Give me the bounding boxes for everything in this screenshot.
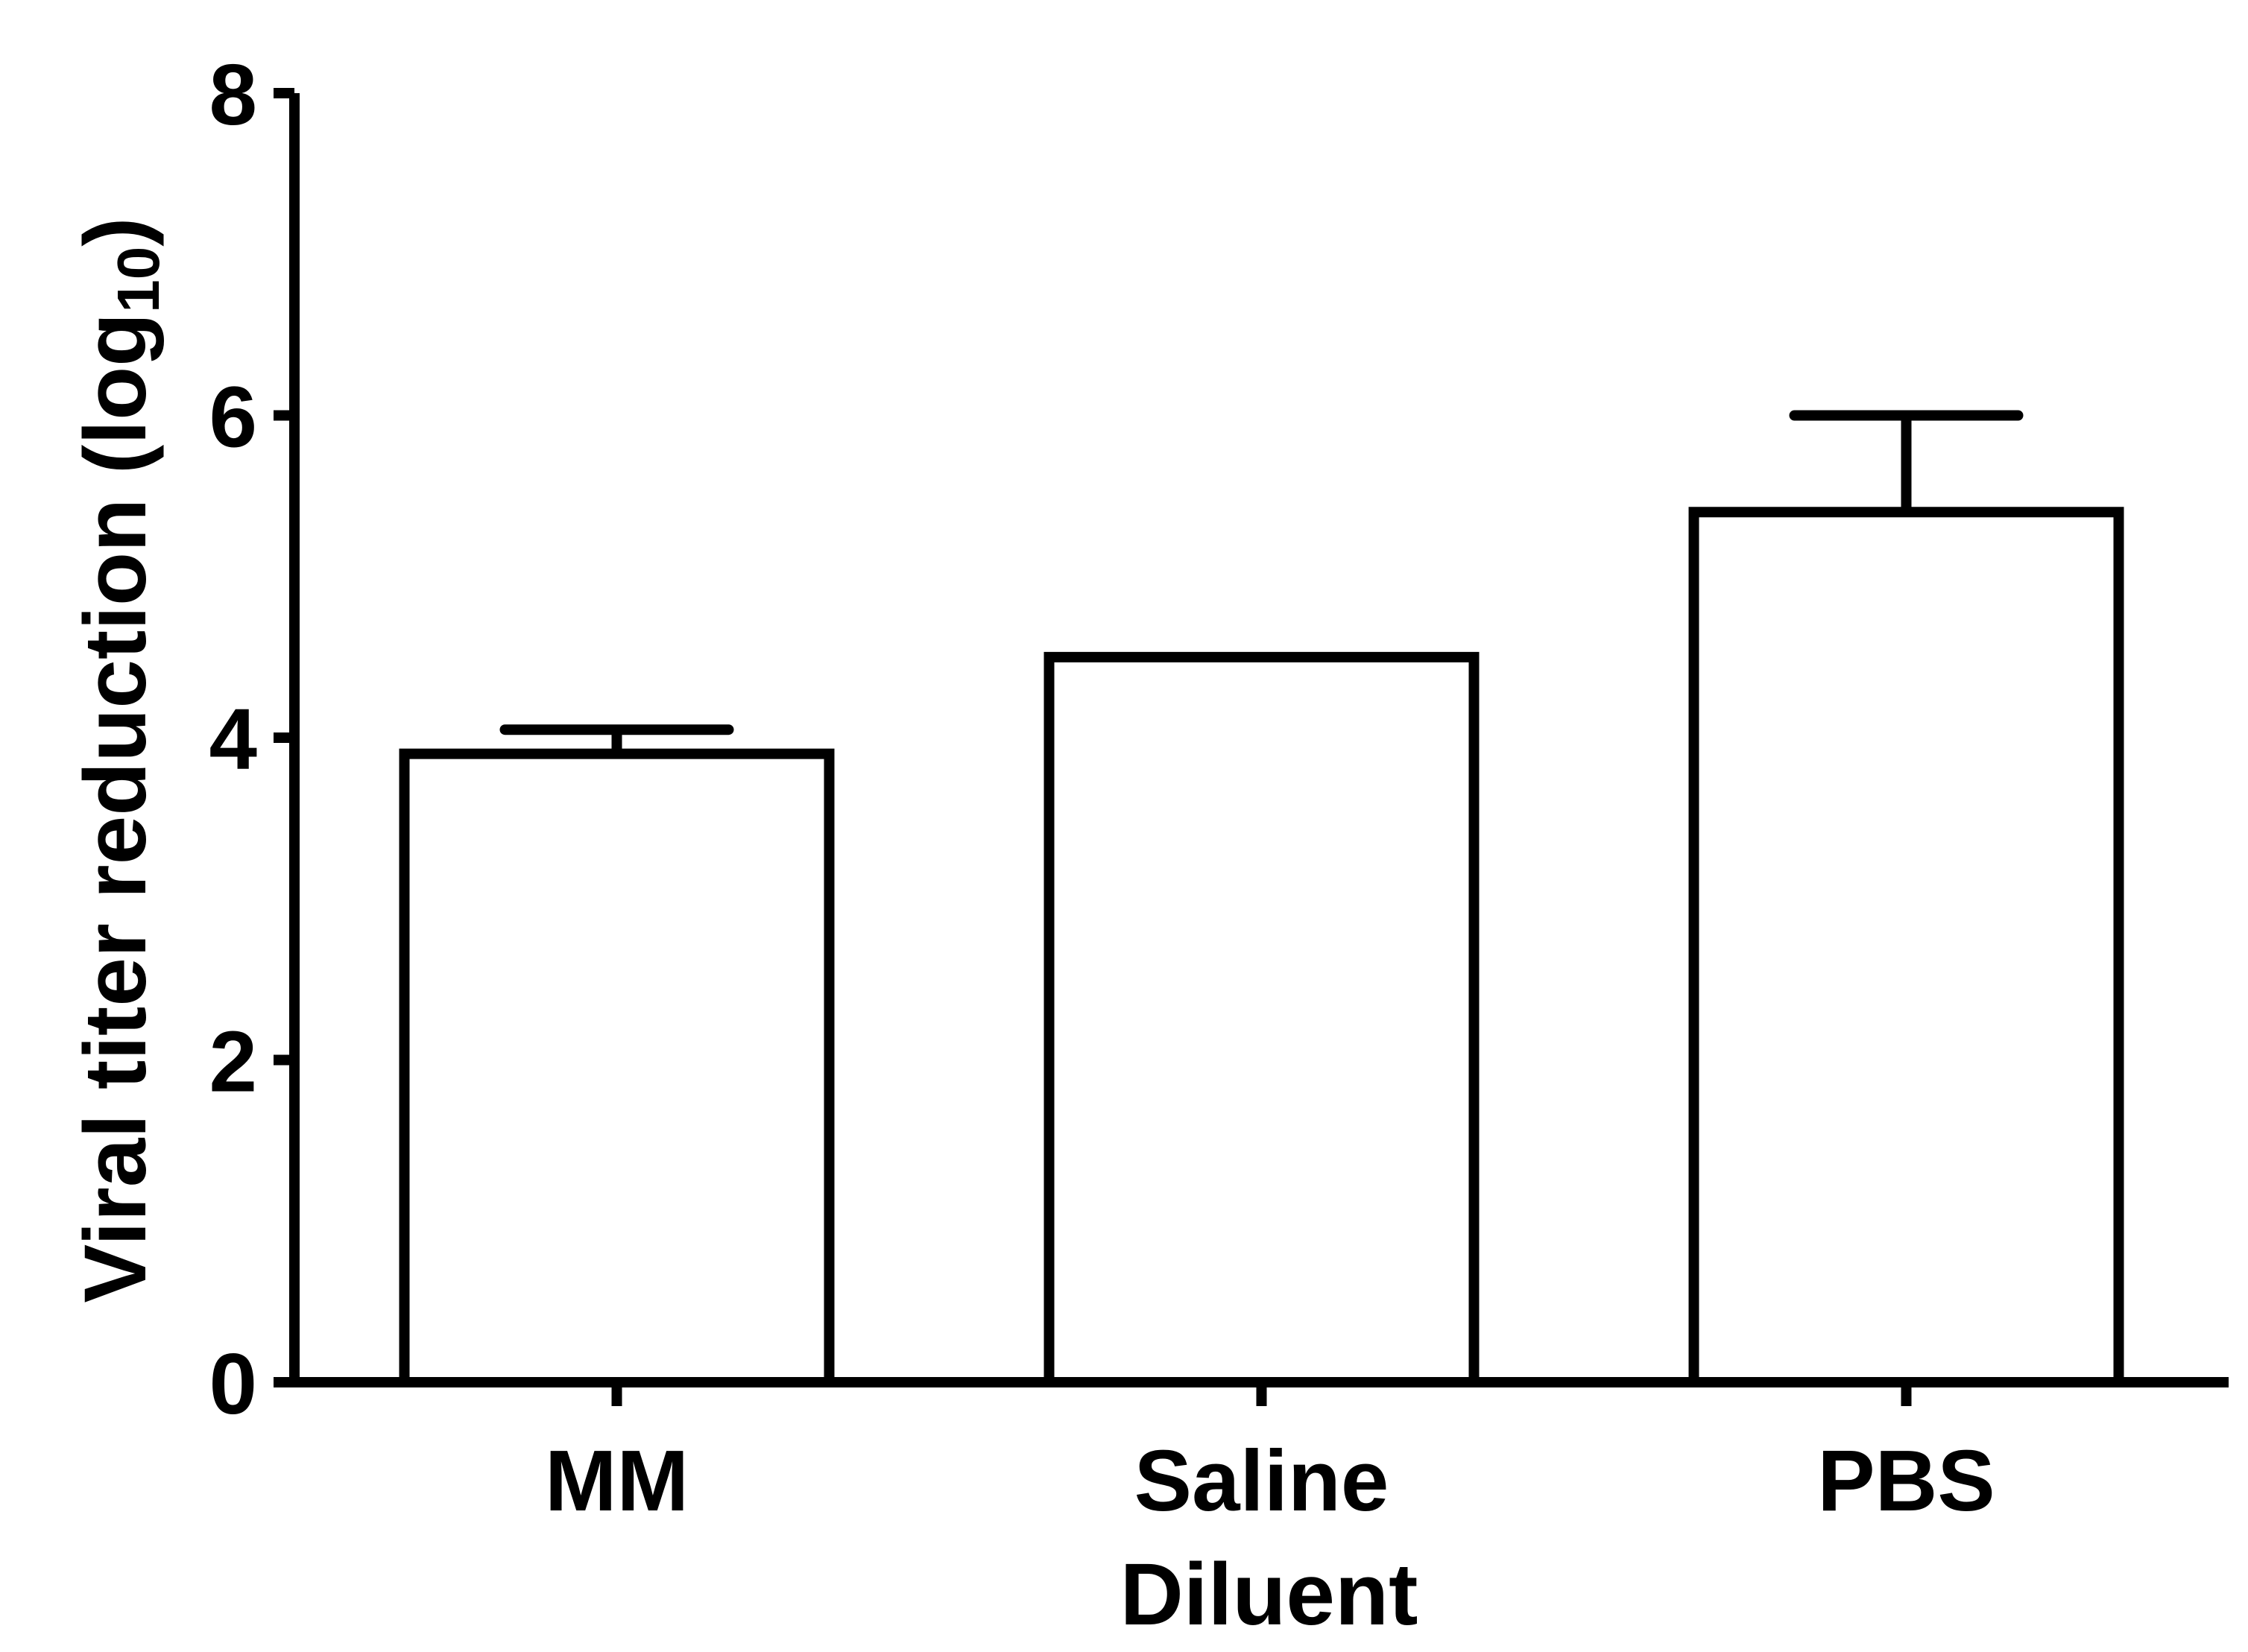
y-tick-label: 8 (209, 46, 257, 143)
bar-saline (1044, 651, 1480, 1387)
y-tick-label: 0 (209, 1335, 257, 1432)
y-tick-label: 4 (209, 691, 257, 788)
x-tick-label-pbs: PBS (1817, 1432, 1995, 1529)
bar-pbs (1688, 507, 2124, 1387)
bar-mm (399, 748, 835, 1387)
error-bars-group (499, 410, 2024, 754)
y-axis-title-main: Viral titer reduction (log (66, 313, 165, 1303)
x-axis-title: Diluent (1120, 1545, 1418, 1644)
y-tick-label: 2 (209, 1013, 257, 1110)
bars-group (399, 507, 2124, 1387)
y-axis-title-subscript: 10 (105, 247, 171, 313)
x-tick-label-mm: MM (545, 1432, 689, 1529)
y-axis-title-close: ) (66, 217, 165, 246)
axes-group (274, 88, 2229, 1406)
labels-group: 0 2 4 6 8 MM Saline PBS (209, 46, 1995, 1529)
y-axis-title: Viral titer reduction (log10) (66, 217, 171, 1303)
x-tick-label-saline: Saline (1134, 1432, 1389, 1529)
y-tick-label: 6 (209, 369, 257, 466)
